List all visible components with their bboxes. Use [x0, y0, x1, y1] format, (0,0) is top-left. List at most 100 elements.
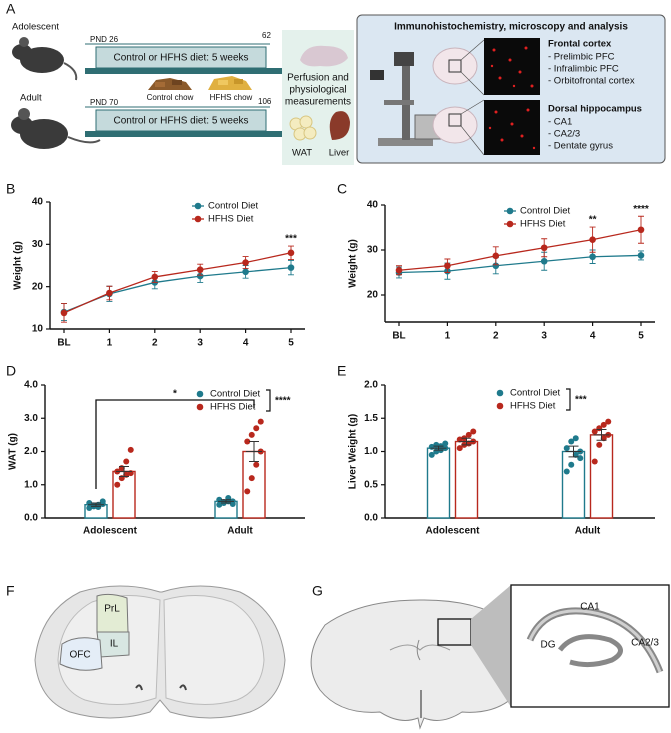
mouse-icon: [11, 108, 101, 149]
data-point: [492, 252, 500, 260]
region-label: DG: [541, 640, 556, 651]
data-point: [428, 451, 435, 458]
data-point: [90, 502, 97, 509]
zoom-wedge: [471, 585, 511, 707]
comparison-bracket: [95, 399, 255, 490]
data-point: [637, 252, 645, 259]
frontal-section: PrL IL OFC: [34, 585, 286, 719]
arrow: [85, 64, 294, 78]
y-tick-label: 10: [32, 324, 44, 335]
y-axis-label: WAT (g): [8, 433, 19, 470]
data-point: [106, 289, 113, 297]
legend-label: HFHS Diet: [210, 402, 256, 413]
series-line: [398, 229, 642, 271]
x-tick-label: 3: [197, 338, 203, 349]
y-tick-label: 0.5: [364, 479, 378, 490]
region-label: PrL: [104, 604, 120, 615]
legend-marker: [496, 389, 504, 397]
region-item: - Dentate gyrus: [548, 141, 613, 152]
data-point: [99, 498, 106, 505]
data-point: [492, 262, 500, 270]
analysis-title: Immunohistochemistry, microscopy and ana…: [394, 22, 628, 33]
data-point: [60, 309, 68, 317]
legend-marker: [496, 402, 504, 410]
mouse-icon: [12, 37, 78, 81]
data-point: [257, 418, 264, 425]
data-point: [577, 455, 584, 462]
roi-box: [448, 113, 462, 127]
y-tick-label: 1.5: [364, 413, 378, 424]
y-tick-label: 4.0: [24, 380, 38, 391]
schematic: Adolescent PND 26 62 Control or HFHS die…: [11, 14, 666, 165]
hippocampal-section: CA1 DG CA2/3: [310, 584, 670, 730]
y-axis-label: Weight (g): [348, 239, 359, 288]
data-point: [242, 268, 249, 276]
wat-icon: [289, 115, 317, 141]
bar: [426, 447, 451, 519]
data-point: [123, 458, 130, 465]
diet-label: Control or HFHS diet: 5 weeks: [113, 116, 248, 127]
panel-label: D: [6, 363, 16, 379]
data-point: [442, 440, 449, 447]
legend-marker: [196, 403, 204, 411]
data-point: [114, 481, 121, 488]
y-tick-label: 30: [367, 245, 379, 256]
y-tick-label: 1.0: [24, 479, 38, 490]
data-point: [244, 438, 251, 445]
series-line: [398, 254, 642, 274]
data-point: [605, 418, 612, 425]
data-point: [596, 441, 603, 448]
data-point: [151, 273, 159, 281]
x-tick-label: Adult: [227, 526, 253, 537]
legend-bracket: [566, 388, 571, 411]
data-point: [600, 421, 607, 428]
tissue-label: Liver: [329, 148, 350, 159]
data-point: [248, 475, 255, 482]
brain-section: [432, 47, 478, 85]
significance: *: [173, 389, 177, 400]
data-point: [591, 458, 598, 465]
data-point: [563, 468, 570, 475]
panel-label: F: [6, 583, 15, 599]
region-item: - CA2/3: [548, 129, 580, 140]
x-tick-label: BL: [392, 331, 405, 342]
legend-label: HFHS Diet: [208, 214, 254, 225]
data-point: [229, 501, 236, 508]
timepoint: PND 26: [90, 35, 119, 44]
data-point: [563, 445, 570, 452]
bar: [454, 440, 479, 519]
data-point: [196, 266, 204, 274]
y-tick-label: 40: [367, 200, 379, 211]
group-label: Adolescent: [12, 22, 59, 33]
region-title: Dorsal hippocampus: [548, 104, 642, 115]
panel-label: C: [337, 181, 347, 197]
data-point: [568, 461, 575, 468]
liver-icon: [329, 111, 350, 140]
legend-label: Control Diet: [210, 389, 261, 400]
region-item: - Prelimbic PFC: [548, 52, 615, 63]
y-axis-label: Weight (g): [13, 241, 24, 290]
zoom-lines: [460, 39, 485, 156]
legend-label: HFHS Diet: [510, 401, 556, 412]
series-line: [63, 252, 292, 314]
region-item: - Infralimbic PFC: [548, 64, 619, 75]
data-point: [287, 249, 295, 257]
arrow: [85, 127, 294, 141]
data-point: [540, 244, 548, 252]
timepoint: PND 70: [90, 98, 119, 107]
group-label: Adult: [20, 93, 42, 104]
chow-label: HFHS chow: [210, 93, 253, 102]
y-tick-label: 2.0: [364, 380, 378, 391]
x-tick-label: 3: [541, 331, 547, 342]
bar: [561, 450, 586, 519]
timepoint: 62: [262, 31, 271, 40]
legend-bracket: [266, 389, 271, 412]
microscope-icon: [370, 52, 446, 146]
y-axis-label: Liver Weight (g): [348, 414, 359, 489]
data-point: [253, 461, 260, 468]
data-point: [470, 428, 477, 435]
data-point: [591, 428, 598, 435]
measurement-label: Perfusion and: [287, 73, 349, 84]
legend-marker: [196, 390, 204, 398]
